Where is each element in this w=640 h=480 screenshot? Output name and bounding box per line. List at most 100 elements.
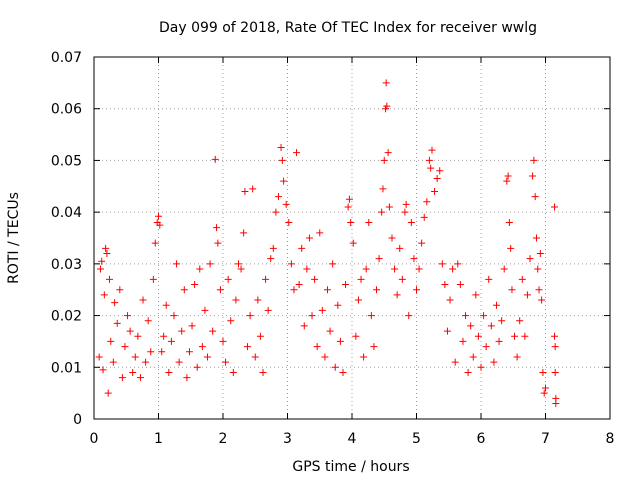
data-point — [193, 363, 201, 371]
data-point — [436, 167, 444, 175]
data-point — [188, 322, 196, 330]
data-point — [469, 353, 477, 361]
data-point — [180, 286, 188, 294]
x-tick-label: 7 — [541, 431, 550, 447]
x-tick-label: 1 — [154, 431, 163, 447]
data-point — [109, 358, 117, 366]
data-point — [513, 353, 521, 361]
data-point — [274, 193, 282, 201]
data-point — [518, 275, 526, 283]
data-point — [99, 366, 107, 374]
data-point — [156, 221, 164, 229]
data-point — [508, 286, 516, 294]
data-point — [551, 332, 559, 340]
data-point — [313, 343, 321, 351]
data-point — [323, 286, 331, 294]
data-point — [383, 102, 391, 110]
data-point — [490, 358, 498, 366]
data-point — [308, 312, 316, 320]
x-axis-label: GPS time / hours — [292, 459, 409, 475]
data-point — [495, 337, 503, 345]
data-point — [344, 203, 352, 211]
data-point — [103, 250, 111, 258]
y-tick-label: 0 — [73, 412, 82, 428]
data-point — [530, 156, 538, 164]
data-point — [183, 374, 191, 382]
data-point — [178, 327, 186, 335]
data-point — [290, 286, 298, 294]
data-point — [431, 187, 439, 195]
data-point — [388, 234, 396, 242]
x-tick-label: 3 — [283, 431, 292, 447]
data-point — [529, 172, 537, 180]
data-point — [342, 281, 350, 289]
grid-lines — [94, 57, 610, 419]
data-point — [224, 275, 232, 283]
data-point — [398, 275, 406, 283]
data-point — [254, 296, 262, 304]
data-point — [480, 312, 488, 320]
data-point — [402, 200, 410, 208]
data-point — [339, 368, 347, 376]
data-point — [305, 234, 313, 242]
data-point — [534, 265, 542, 273]
data-point — [551, 343, 559, 351]
data-point — [129, 368, 137, 376]
data-point — [516, 317, 524, 325]
data-point — [464, 368, 472, 376]
data-point — [531, 193, 539, 201]
data-point — [287, 260, 295, 268]
data-point — [420, 213, 428, 221]
data-point — [393, 291, 401, 299]
data-point — [131, 353, 139, 361]
data-point — [438, 260, 446, 268]
data-point — [379, 185, 387, 193]
data-point — [185, 348, 193, 356]
data-point — [504, 172, 512, 180]
data-point — [415, 265, 423, 273]
data-point — [100, 291, 108, 299]
data-point — [542, 384, 549, 392]
data-point — [102, 244, 110, 252]
data-point — [487, 322, 495, 330]
data-point — [278, 156, 286, 164]
data-point — [443, 327, 451, 335]
data-point — [428, 146, 436, 154]
data-point — [139, 296, 147, 304]
data-point — [451, 358, 459, 366]
data-point — [385, 203, 393, 211]
data-point — [425, 156, 433, 164]
data-point — [118, 374, 126, 382]
data-point — [345, 195, 353, 203]
data-point — [336, 337, 344, 345]
data-point — [433, 175, 441, 183]
data-point — [503, 177, 511, 185]
data-point — [209, 327, 217, 335]
y-tick-label: 0.03 — [51, 257, 82, 273]
x-tick-label: 8 — [606, 431, 615, 447]
data-point — [492, 301, 500, 309]
data-point — [485, 275, 493, 283]
data-point — [511, 332, 519, 340]
data-point — [111, 299, 119, 307]
data-point — [136, 374, 144, 382]
data-point — [540, 389, 548, 397]
chart-title: Day 099 of 2018, Rate Of TEC Index for r… — [159, 20, 537, 36]
data-point — [418, 239, 426, 247]
data-point — [175, 358, 183, 366]
data-point — [370, 343, 378, 351]
data-point — [249, 185, 257, 193]
data-point — [232, 296, 240, 304]
data-point — [144, 317, 152, 325]
data-point — [107, 337, 115, 345]
axis-ticks: 0 1 2 3 4 5 6 7 8 0 0.01 0.02 0.03 0.04 0.05 0.06 0.07 — [51, 50, 615, 447]
data-point — [240, 229, 248, 237]
data-point — [272, 208, 280, 216]
data-point — [269, 244, 277, 252]
data-point — [391, 265, 399, 273]
data-point — [446, 296, 454, 304]
data-point — [482, 343, 490, 351]
data-point — [285, 218, 293, 226]
data-point — [505, 218, 513, 226]
